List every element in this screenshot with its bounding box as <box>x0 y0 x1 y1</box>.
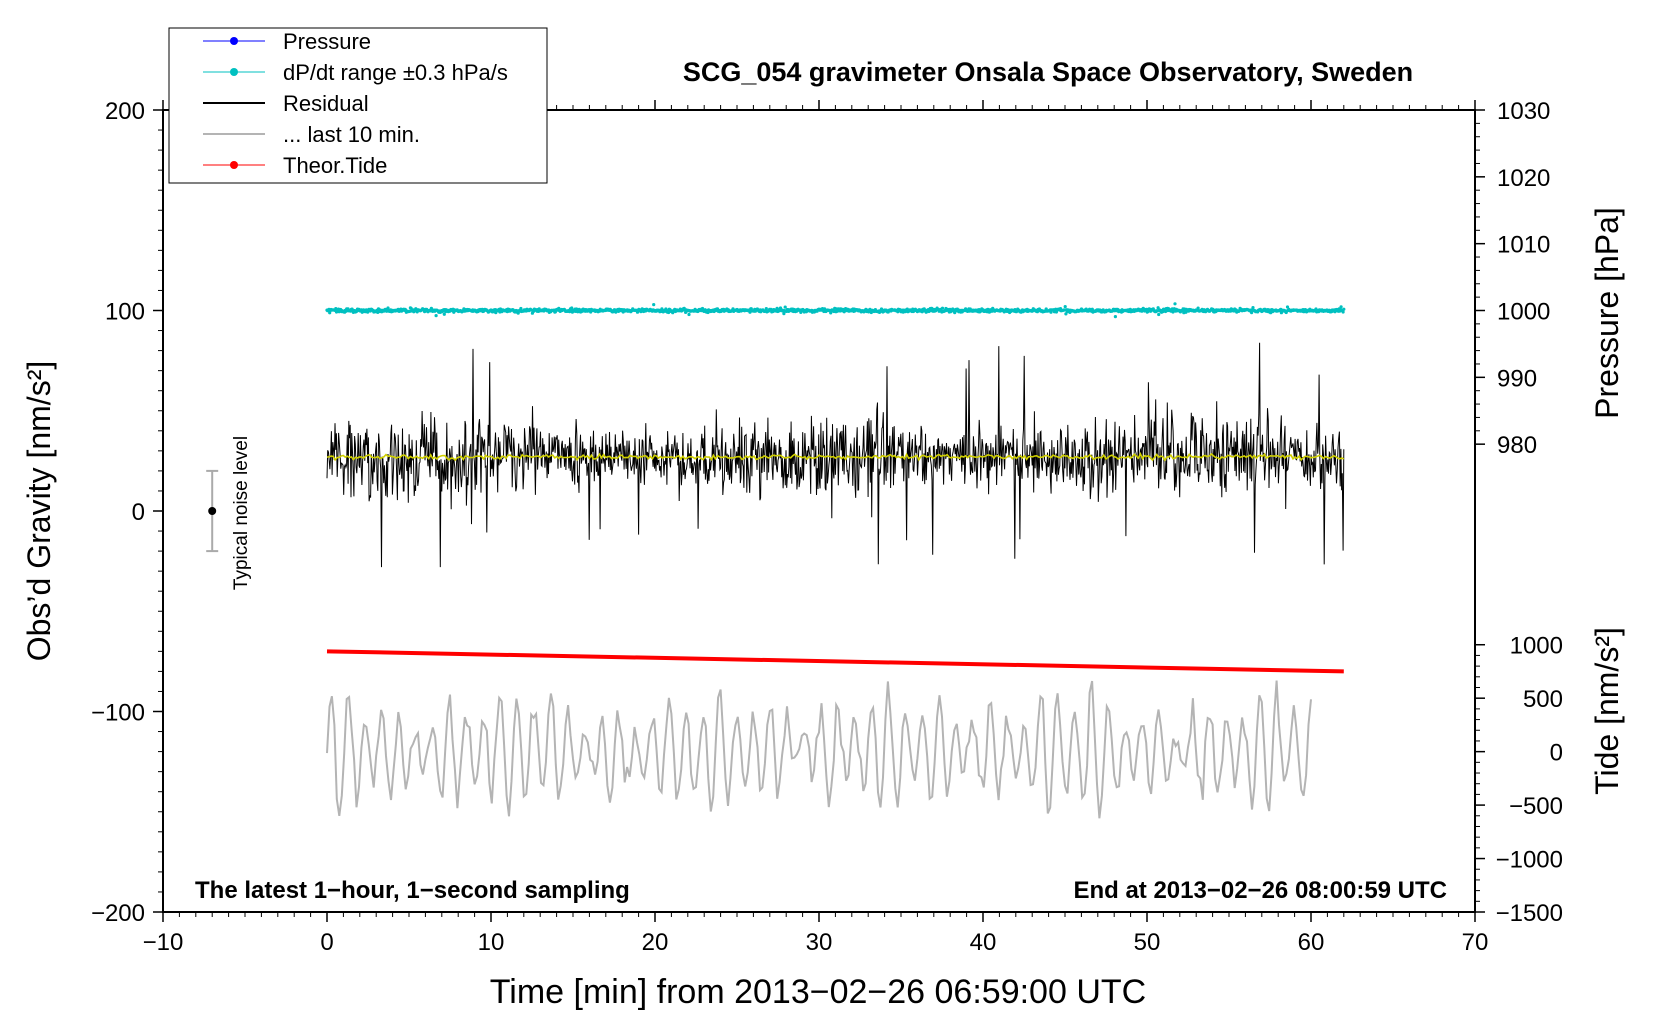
legend-marker <box>230 161 238 169</box>
x-tick-label: 40 <box>970 929 997 956</box>
tide-tick-label: −1500 <box>1496 900 1563 927</box>
noise-level-label: Typical noise level <box>231 436 252 590</box>
dpdt-point <box>442 312 446 316</box>
dpdt-point <box>328 311 332 315</box>
series-theor-tide <box>326 649 1344 674</box>
dpdt-point <box>764 307 768 311</box>
x-tick-label: 0 <box>320 929 333 956</box>
legend-label: Theor.Tide <box>283 153 387 178</box>
y-tick-label: −100 <box>91 700 145 727</box>
tide-tick-label: −500 <box>1509 793 1563 820</box>
y-tick-label: 200 <box>105 98 145 125</box>
legend-marker <box>230 68 238 76</box>
y-tick-label: 100 <box>105 299 145 326</box>
series-dpdt <box>325 302 1346 319</box>
series-residual-smoothed <box>326 451 1345 462</box>
dpdt-point <box>334 307 338 311</box>
tide-tick-label: 0 <box>1550 740 1563 767</box>
x-tick-label: 20 <box>642 929 669 956</box>
tide-tick-label: −1000 <box>1496 847 1563 874</box>
dpdt-point <box>783 305 787 309</box>
dpdt-point <box>782 312 786 316</box>
y-axis-label-tide: Tide [nm/s²] <box>1589 627 1625 795</box>
series-residual <box>326 342 1345 568</box>
dpdt-point <box>687 312 691 317</box>
y-tick-label: −200 <box>91 900 145 927</box>
dpdt-point <box>940 306 945 310</box>
y-tick-label: 0 <box>132 499 145 526</box>
annotation-end-time: End at 2013−02−26 08:00:59 UTC <box>1073 877 1447 904</box>
dpdt-point <box>660 307 664 311</box>
dpdt-point <box>1171 310 1175 314</box>
legend-box <box>168 27 548 184</box>
dpdt-point <box>652 303 656 307</box>
dpdt-point <box>1173 302 1177 306</box>
dpdt-point <box>1285 305 1290 309</box>
dpdt-point <box>1196 306 1200 310</box>
dpdt-point <box>434 314 438 318</box>
pressure-tick-label: 980 <box>1497 432 1537 459</box>
noise-bar-point <box>208 507 217 515</box>
annotation-sampling: The latest 1−hour, 1−second sampling <box>195 877 630 904</box>
legend-label: Residual <box>283 91 369 116</box>
pressure-tick-label: 1010 <box>1497 232 1550 259</box>
legend: Pressure dP/dt range ±0.3 hPa/s Residual..… <box>168 27 548 184</box>
legend-label: dP/dt range ±0.3 hPa/s <box>283 60 508 85</box>
dpdt-point <box>1250 311 1254 315</box>
dpdt-point <box>1063 305 1067 309</box>
plot-frame <box>162 109 1476 913</box>
y-axis-label-pressure: Pressure [hPa] <box>1589 207 1625 419</box>
x-tick-label: 10 <box>478 929 505 956</box>
y-axis-label-gravity: Obs’d Gravity [nm/s²] <box>21 361 57 662</box>
pressure-tick-label: 1030 <box>1497 98 1550 125</box>
x-tick-label: −10 <box>143 929 184 956</box>
series-last-10-min <box>326 680 1312 819</box>
series-layer <box>206 302 1346 819</box>
dpdt-point <box>1251 306 1255 310</box>
x-tick-label: 50 <box>1134 929 1161 956</box>
legend-label: ... last 10 min. <box>283 122 420 147</box>
x-axis-label: Time [min] from 2013−02−26 06:59:00 UTC <box>490 973 1146 1011</box>
pressure-tick-label: 990 <box>1497 365 1537 392</box>
dpdt-point <box>519 306 523 311</box>
dpdt-point <box>1341 310 1345 314</box>
legend-marker <box>230 37 238 45</box>
tide-tick-label: 1000 <box>1510 633 1563 660</box>
dpdt-point <box>1342 307 1346 311</box>
pressure-tick-label: 1000 <box>1497 299 1550 326</box>
x-tick-label: 60 <box>1298 929 1325 956</box>
x-tick-label: 70 <box>1462 929 1489 956</box>
pressure-tick-label: 1020 <box>1497 165 1550 192</box>
dpdt-point <box>1113 315 1117 319</box>
legend-label: Pressure <box>283 29 371 54</box>
axes-layer: −10 0 10 20 30 40 50 60 70−200−10001002009809901… <box>91 98 1563 956</box>
dpdt-point <box>1339 305 1343 309</box>
x-tick-label: 30 <box>806 929 833 956</box>
chart-title: SCG_054 gravimeter Onsala Space Observat… <box>683 57 1413 87</box>
tide-tick-label: 500 <box>1523 686 1563 713</box>
dpdt-point <box>386 306 390 310</box>
dpdt-point <box>1157 312 1161 317</box>
